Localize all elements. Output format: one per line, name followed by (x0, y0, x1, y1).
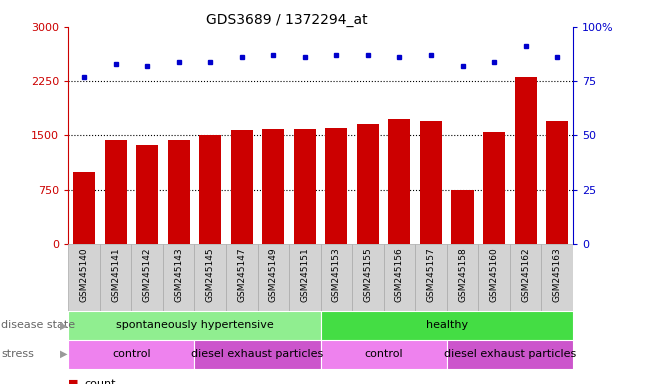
Bar (320, 244, 352, 311)
Bar (447, 244, 478, 311)
Bar (478, 244, 510, 311)
Bar (294, 129, 316, 244)
Text: stress: stress (1, 349, 34, 359)
Bar (420, 121, 442, 244)
Text: ▶: ▶ (60, 349, 68, 359)
Text: GSM245162: GSM245162 (521, 247, 530, 302)
Bar (258, 244, 289, 311)
Bar (195, 340, 320, 369)
Bar (510, 244, 542, 311)
Bar (352, 244, 383, 311)
Bar (73, 172, 95, 244)
Text: GSM245143: GSM245143 (174, 247, 183, 302)
Bar (163, 244, 195, 311)
Text: disease state: disease state (1, 320, 76, 331)
Bar (483, 132, 505, 244)
Text: ■: ■ (68, 379, 79, 384)
Text: GSM245158: GSM245158 (458, 247, 467, 302)
Bar (357, 124, 379, 244)
Text: diesel exhaust particles: diesel exhaust particles (444, 349, 576, 359)
Text: healthy: healthy (426, 320, 468, 331)
Text: GSM245155: GSM245155 (363, 247, 372, 302)
Text: GSM245153: GSM245153 (332, 247, 341, 302)
Text: GSM245140: GSM245140 (79, 247, 89, 302)
Bar (289, 244, 320, 311)
Text: spontaneously hypertensive: spontaneously hypertensive (116, 320, 273, 331)
Bar (320, 340, 447, 369)
Bar (199, 135, 221, 244)
Bar (226, 244, 258, 311)
Text: GDS3689 / 1372294_at: GDS3689 / 1372294_at (206, 13, 367, 27)
Bar (415, 244, 447, 311)
Bar (542, 244, 573, 311)
Text: control: control (112, 349, 151, 359)
Text: GSM245151: GSM245151 (300, 247, 309, 302)
Bar (452, 190, 473, 244)
Bar (68, 244, 100, 311)
Bar (136, 146, 158, 244)
Bar (320, 311, 573, 340)
Bar (546, 121, 568, 244)
Text: GSM245157: GSM245157 (426, 247, 436, 302)
Bar (100, 244, 132, 311)
Bar (195, 244, 226, 311)
Bar (262, 129, 284, 244)
Text: diesel exhaust particles: diesel exhaust particles (191, 349, 324, 359)
Text: count: count (85, 379, 116, 384)
Bar (514, 77, 536, 244)
Text: GSM245156: GSM245156 (395, 247, 404, 302)
Bar (383, 244, 415, 311)
Text: GSM245142: GSM245142 (143, 247, 152, 302)
Bar (132, 244, 163, 311)
Text: GSM245141: GSM245141 (111, 247, 120, 302)
Text: GSM245145: GSM245145 (206, 247, 215, 302)
Bar (68, 311, 320, 340)
Text: control: control (365, 349, 403, 359)
Bar (326, 128, 348, 244)
Bar (168, 140, 189, 244)
Text: ▶: ▶ (60, 320, 68, 331)
Text: GSM245149: GSM245149 (269, 247, 278, 302)
Bar (230, 130, 253, 244)
Text: GSM245163: GSM245163 (553, 247, 562, 302)
Bar (447, 340, 573, 369)
Text: GSM245160: GSM245160 (490, 247, 499, 302)
Bar (105, 141, 127, 244)
Bar (389, 119, 411, 244)
Bar (68, 340, 195, 369)
Text: GSM245147: GSM245147 (237, 247, 246, 302)
